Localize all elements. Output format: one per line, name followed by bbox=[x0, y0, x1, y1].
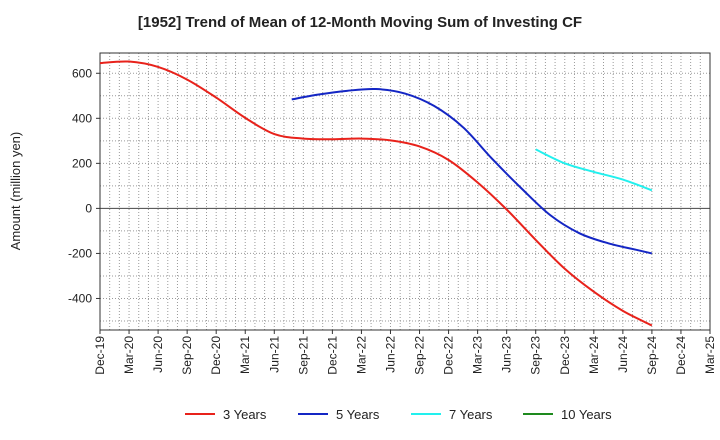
x-tick-label: Dec-20 bbox=[209, 336, 223, 375]
chart-title: [1952] Trend of Mean of 12-Month Moving … bbox=[137, 14, 583, 31]
x-tick-label: Sep-20 bbox=[180, 336, 194, 375]
legend-label-10-years: 10 Years bbox=[561, 407, 612, 422]
x-tick-label: Mar-23 bbox=[471, 336, 485, 374]
series-line-5-years bbox=[291, 87, 653, 255]
x-tick-label: Mar-20 bbox=[122, 336, 136, 374]
y-axis-label: Amount (million yen) bbox=[8, 132, 23, 251]
y-tick-label: -200 bbox=[68, 246, 92, 260]
x-axis-ticks: Dec-19 Mar-20 Jun-20 Sep-20 Dec-20 Mar-21 Jun-… bbox=[93, 330, 717, 375]
x-tick-label: Dec-23 bbox=[558, 336, 572, 375]
plot-frame bbox=[99, 52, 711, 331]
series-line-7-years bbox=[535, 148, 653, 192]
x-tick-label: Jun-22 bbox=[383, 336, 397, 373]
x-tick-label: Jun-23 bbox=[500, 336, 514, 373]
y-tick-label: 600 bbox=[72, 66, 92, 80]
x-tick-label: Jun-20 bbox=[151, 336, 165, 373]
series-line-3-years bbox=[99, 60, 653, 327]
axes bbox=[99, 52, 711, 331]
x-tick-label: Mar-25 bbox=[703, 336, 717, 374]
grid bbox=[99, 53, 710, 330]
x-tick-label: Mar-22 bbox=[354, 336, 368, 374]
series-lines bbox=[99, 60, 653, 327]
x-tick-label: Dec-19 bbox=[93, 336, 107, 375]
legend-label-3-years: 3 Years bbox=[223, 407, 267, 422]
x-tick-label: Dec-21 bbox=[325, 336, 339, 375]
y-axis-ticks: 600 400 200 0 -200 -400 bbox=[68, 66, 100, 305]
y-tick-label: 0 bbox=[85, 201, 92, 215]
y-tick-label: 400 bbox=[72, 111, 92, 125]
legend: 3 Years 5 Years 7 Years 10 Years bbox=[185, 407, 612, 422]
x-tick-label: Sep-21 bbox=[296, 336, 310, 375]
x-tick-label: Dec-22 bbox=[442, 336, 456, 375]
x-tick-label: Sep-24 bbox=[645, 336, 659, 375]
y-tick-label: 200 bbox=[72, 156, 92, 170]
x-tick-label: Dec-24 bbox=[674, 336, 688, 375]
legend-label-5-years: 5 Years bbox=[336, 407, 380, 422]
x-tick-label: Jun-24 bbox=[616, 336, 630, 373]
x-tick-label: Sep-23 bbox=[529, 336, 543, 375]
x-tick-label: Jun-21 bbox=[267, 336, 281, 373]
x-tick-label: Mar-24 bbox=[587, 336, 601, 374]
x-tick-label: Sep-22 bbox=[413, 336, 427, 375]
legend-label-7-years: 7 Years bbox=[449, 407, 493, 422]
y-tick-label: -400 bbox=[68, 291, 92, 305]
x-tick-label: Mar-21 bbox=[238, 336, 252, 374]
